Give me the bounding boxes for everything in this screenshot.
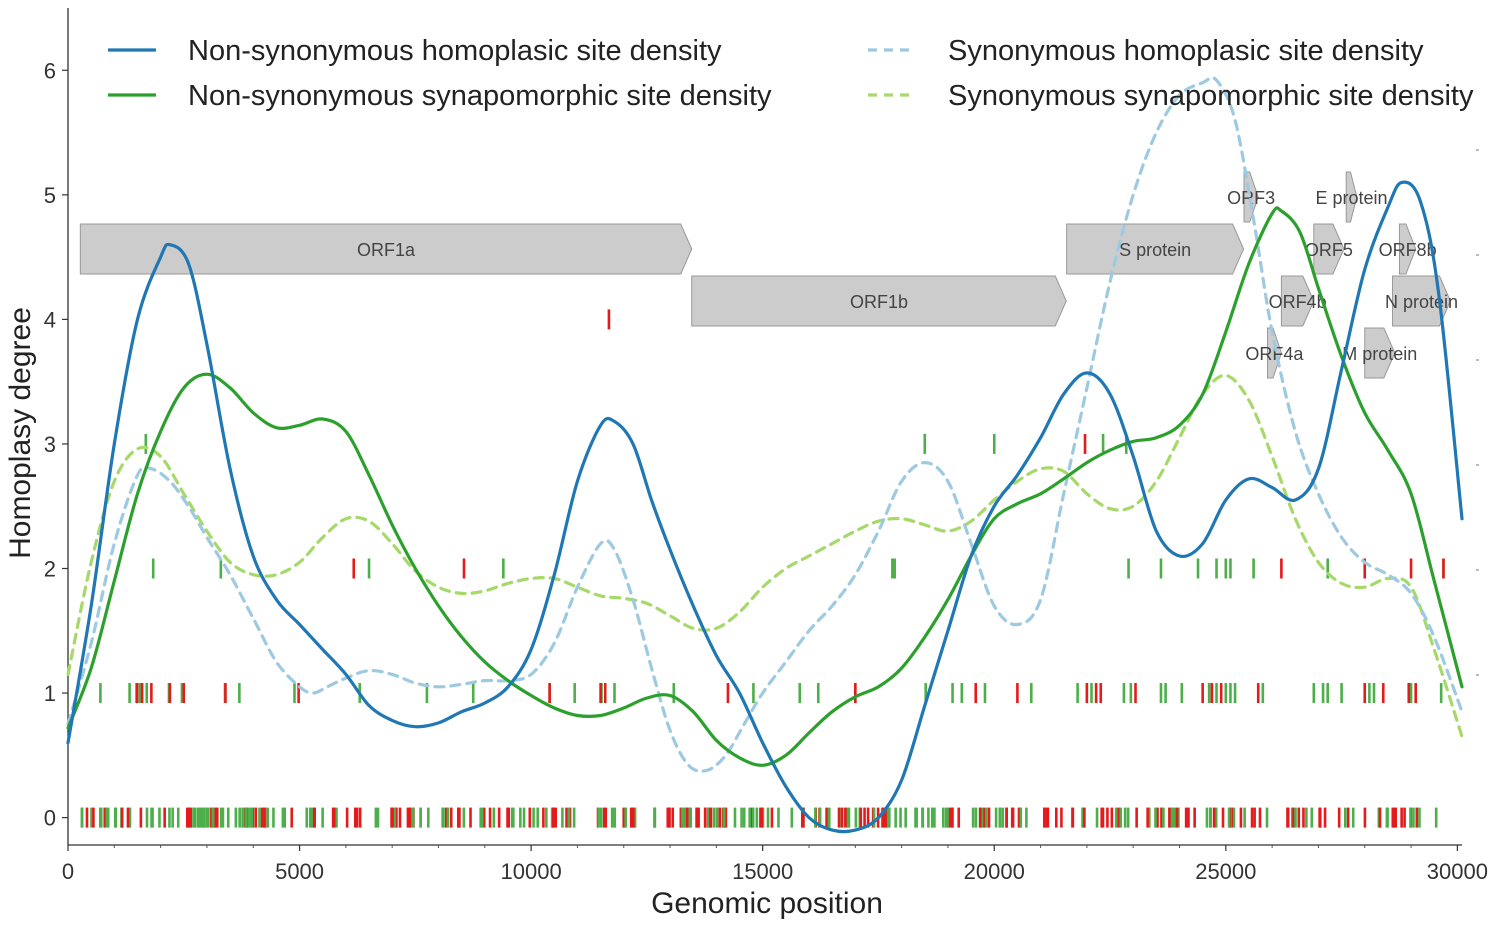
legend-entry: Non-synonymous synapomorphic site densit…	[188, 80, 772, 112]
x-tick-label: 15000	[732, 859, 793, 884]
y-tick-label: 2	[44, 556, 56, 581]
orf-label: ORF5	[1305, 240, 1353, 260]
legend-entry: Synonymous homoplasic site density	[948, 35, 1424, 67]
series-line	[66, 373, 1464, 739]
orf-arrow	[691, 275, 1067, 327]
y-tick-label: 6	[44, 58, 56, 83]
x-axis-title: Genomic position	[651, 887, 883, 920]
y-tick-label: 1	[44, 681, 56, 706]
orf-annotation-track: ORF1a ORF1b S protein ORF3 ORF4a ORF4b ORF5 E p…	[79, 171, 1458, 379]
series-line	[66, 180, 1464, 834]
x-tick-label: 25000	[1195, 859, 1256, 884]
orf-arrow	[1345, 171, 1358, 223]
y-tick-label: 5	[44, 183, 56, 208]
orf-label: ORF3	[1227, 188, 1275, 208]
density-lines	[66, 76, 1464, 834]
axes: 0 1 2 3 4 5 6 0 5000 10000 15000 20000 25000 30000	[44, 8, 1488, 884]
orf-label: ORF8b	[1379, 240, 1437, 260]
legend-entry: Synonymous synapomorphic site density	[948, 80, 1474, 112]
x-tick-label: 5000	[275, 859, 324, 884]
orf-arrow	[1392, 275, 1451, 327]
site-marks	[80, 309, 1445, 828]
orf-arrow	[1066, 223, 1245, 275]
legend-entry: Non-synonymous homoplasic site density	[188, 35, 722, 67]
x-tick-label: 20000	[964, 859, 1025, 884]
orf-arrow	[1280, 275, 1315, 327]
orf-arrow	[1364, 327, 1396, 379]
x-tick-label: 30000	[1427, 859, 1488, 884]
orf-arrow	[79, 223, 693, 275]
x-tick-label: 0	[62, 859, 74, 884]
orf-label: M protein	[1342, 344, 1417, 364]
orf-arrow	[1313, 223, 1345, 275]
orf-arrow	[1398, 223, 1417, 275]
orf-label: ORF1a	[357, 240, 416, 260]
y-tick-label: 3	[44, 432, 56, 457]
legend: Non-synonymous homoplasic site density No…	[108, 35, 1474, 112]
y-axis-title: Homoplasy degree	[4, 307, 37, 559]
series-line	[66, 206, 1464, 767]
orf-label: E protein	[1316, 188, 1388, 208]
series-line	[66, 76, 1464, 773]
x-tick-label: 10000	[501, 859, 562, 884]
orf-label: ORF1b	[850, 292, 908, 312]
orf-label: N protein	[1385, 292, 1458, 312]
orf-label: ORF4b	[1269, 292, 1327, 312]
orf-label: ORF4a	[1245, 344, 1304, 364]
y-tick-label: 0	[44, 806, 56, 831]
y-tick-label: 4	[44, 307, 56, 332]
orf-label: S protein	[1119, 240, 1191, 260]
